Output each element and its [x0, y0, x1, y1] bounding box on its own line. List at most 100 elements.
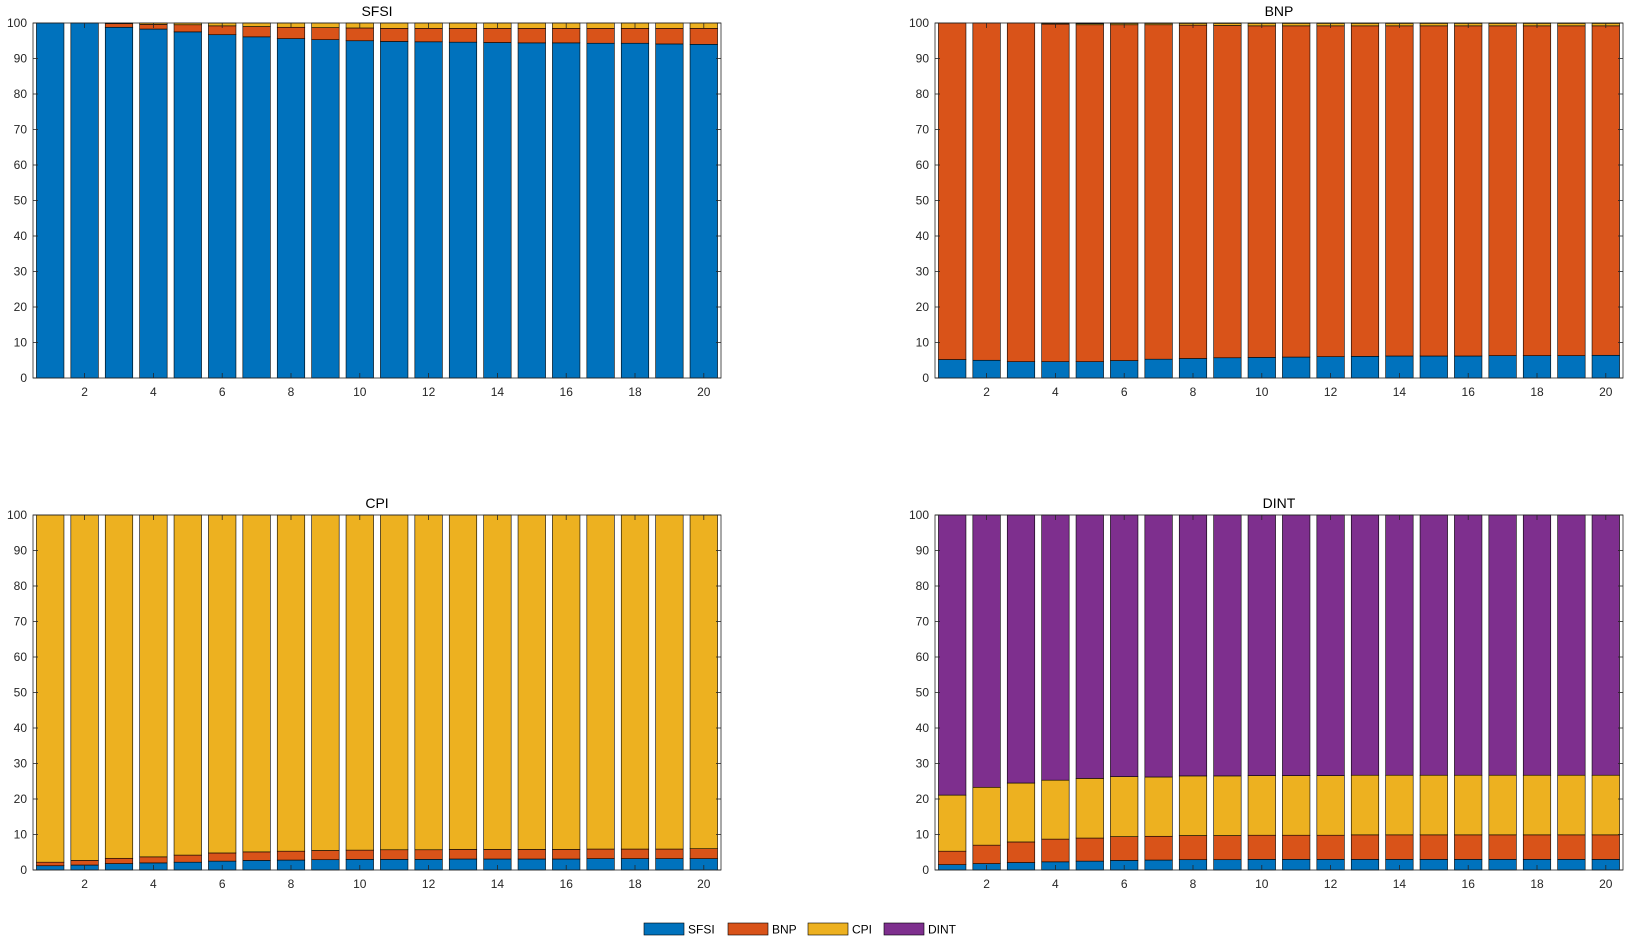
y-tick-label: 0 — [20, 371, 27, 385]
bar-segment-sfsi-13 — [448, 858, 478, 871]
panel-title: CPI — [365, 495, 388, 511]
bar-segment-dint-11 — [1282, 514, 1311, 776]
bar-segment-cpi-15 — [1419, 774, 1448, 836]
bars — [36, 514, 718, 871]
bar-segment-cpi-8 — [1178, 775, 1208, 836]
bar-segment-sfsi-6 — [208, 34, 237, 379]
bar-segment-bnp-3 — [1006, 22, 1036, 362]
y-tick-label: 60 — [916, 158, 930, 172]
bar-segment-bnp-4 — [1041, 23, 1070, 362]
y-tick-label: 90 — [14, 544, 28, 558]
x-tick-label: 18 — [628, 877, 642, 891]
bar-segment-cpi-9 — [311, 514, 340, 851]
bar-segment-bnp-3 — [104, 23, 134, 28]
bar-segment-sfsi-19 — [655, 858, 684, 871]
y-tick-label: 40 — [916, 721, 930, 735]
bar-segment-cpi-19 — [655, 514, 684, 850]
bars — [36, 22, 718, 379]
bar-segment-bnp-15 — [517, 849, 546, 860]
bar-segment-dint-19 — [1557, 514, 1586, 776]
bar-segment-cpi-1 — [938, 794, 967, 852]
bar-segment-sfsi-3 — [104, 863, 134, 871]
x-tick-label: 2 — [983, 877, 990, 891]
bar-segment-sfsi-13 — [448, 41, 478, 379]
bar-segment-cpi-19 — [655, 22, 684, 29]
bar-segment-cpi-10 — [1247, 775, 1276, 836]
bar-segment-cpi-12 — [1316, 775, 1345, 836]
bar-segment-cpi-1 — [36, 514, 65, 863]
bar-segment-dint-17 — [1488, 514, 1517, 776]
bar-segment-bnp-11 — [380, 849, 409, 860]
bar-segment-bnp-6 — [208, 852, 237, 862]
legend-label: BNP — [772, 923, 797, 937]
bar-segment-sfsi-1 — [938, 359, 967, 379]
x-tick-label: 20 — [1599, 877, 1613, 891]
bar-segment-dint-6 — [1110, 514, 1139, 777]
legend-swatch — [727, 922, 769, 936]
bar-segment-cpi-14 — [1385, 774, 1414, 836]
bar-segment-cpi-7 — [242, 22, 271, 27]
plot-area — [935, 515, 1623, 870]
bar-segment-bnp-19 — [655, 848, 684, 859]
y-tick-label: 0 — [922, 371, 929, 385]
bar-segment-bnp-4 — [139, 856, 168, 864]
panel-sfsi: 0 10 20 30 40 50 60 70 80 90 100 2 4 6 8 10 12 14 16 18 20 SF… — [7, 3, 722, 399]
bar-segment-sfsi-7 — [1144, 358, 1173, 379]
bar-segment-bnp-18 — [620, 848, 650, 859]
bar-segment-cpi-2 — [972, 786, 1001, 846]
bar-segment-bnp-8 — [276, 26, 306, 39]
bar-segment-bnp-11 — [1282, 25, 1311, 358]
legend-swatch — [643, 922, 685, 936]
y-tick-label: 70 — [14, 615, 28, 629]
bar-segment-sfsi-1 — [938, 864, 967, 871]
bar-segment-sfsi-17 — [586, 858, 615, 871]
bar-segment-bnp-17 — [1488, 834, 1517, 860]
bar-segment-sfsi-11 — [1282, 356, 1311, 379]
bar-segment-sfsi-15 — [1419, 355, 1448, 379]
legend-label: CPI — [852, 923, 872, 937]
x-tick-label: 12 — [1324, 385, 1338, 399]
bar-segment-sfsi-9 — [311, 859, 340, 871]
bar-segment-sfsi-5 — [173, 31, 202, 379]
x-tick-label: 20 — [697, 385, 711, 399]
bar-segment-bnp-19 — [1557, 834, 1586, 860]
bar-segment-sfsi-17 — [1488, 355, 1517, 379]
bar-segment-bnp-15 — [1419, 25, 1448, 357]
y-tick-label: 40 — [14, 229, 28, 243]
bar-segment-cpi-16 — [552, 514, 581, 850]
bar-segment-bnp-14 — [1385, 25, 1414, 357]
y-tick-label: 10 — [916, 336, 930, 350]
panel-bnp: 0 10 20 30 40 50 60 70 80 90 100 2 4 6 8 10 12 14 16 18 20 BN… — [909, 3, 1624, 399]
bar-segment-cpi-15 — [517, 514, 546, 850]
bar-segment-sfsi-17 — [1488, 859, 1517, 871]
legend: SFSI BNP CPI DINT — [640, 919, 957, 939]
x-tick-label: 18 — [1530, 385, 1544, 399]
bar-segment-cpi-6 — [1110, 776, 1139, 837]
x-tick-label: 8 — [288, 385, 295, 399]
y-tick-label: 40 — [916, 229, 930, 243]
bar-segment-sfsi-12 — [414, 41, 443, 379]
y-tick-label: 10 — [916, 828, 930, 842]
bar-segment-cpi-3 — [1006, 782, 1036, 843]
bar-segment-bnp-12 — [1316, 25, 1345, 357]
bar-segment-bnp-20 — [689, 28, 718, 45]
bar-segment-sfsi-9 — [1213, 357, 1242, 379]
x-tick-label: 14 — [491, 877, 505, 891]
bar-segment-sfsi-15 — [1419, 859, 1448, 871]
bar-segment-dint-5 — [1075, 514, 1104, 779]
bar-segment-cpi-19 — [1557, 774, 1586, 836]
bar-segment-sfsi-7 — [1144, 859, 1173, 871]
bar-segment-cpi-18 — [1522, 774, 1552, 836]
bar-segment-bnp-8 — [1178, 835, 1208, 861]
bar-segment-bnp-10 — [1247, 834, 1276, 860]
bar-segment-bnp-8 — [1178, 24, 1208, 359]
bar-segment-bnp-17 — [586, 28, 615, 44]
bar-segment-bnp-10 — [345, 849, 374, 860]
bar-segment-sfsi-2 — [70, 22, 99, 379]
bar-segment-cpi-13 — [448, 22, 478, 29]
legend-label: DINT — [928, 923, 957, 937]
bar-segment-bnp-18 — [1522, 834, 1552, 860]
x-tick-label: 10 — [1255, 385, 1269, 399]
bar-segment-sfsi-13 — [1350, 859, 1380, 871]
